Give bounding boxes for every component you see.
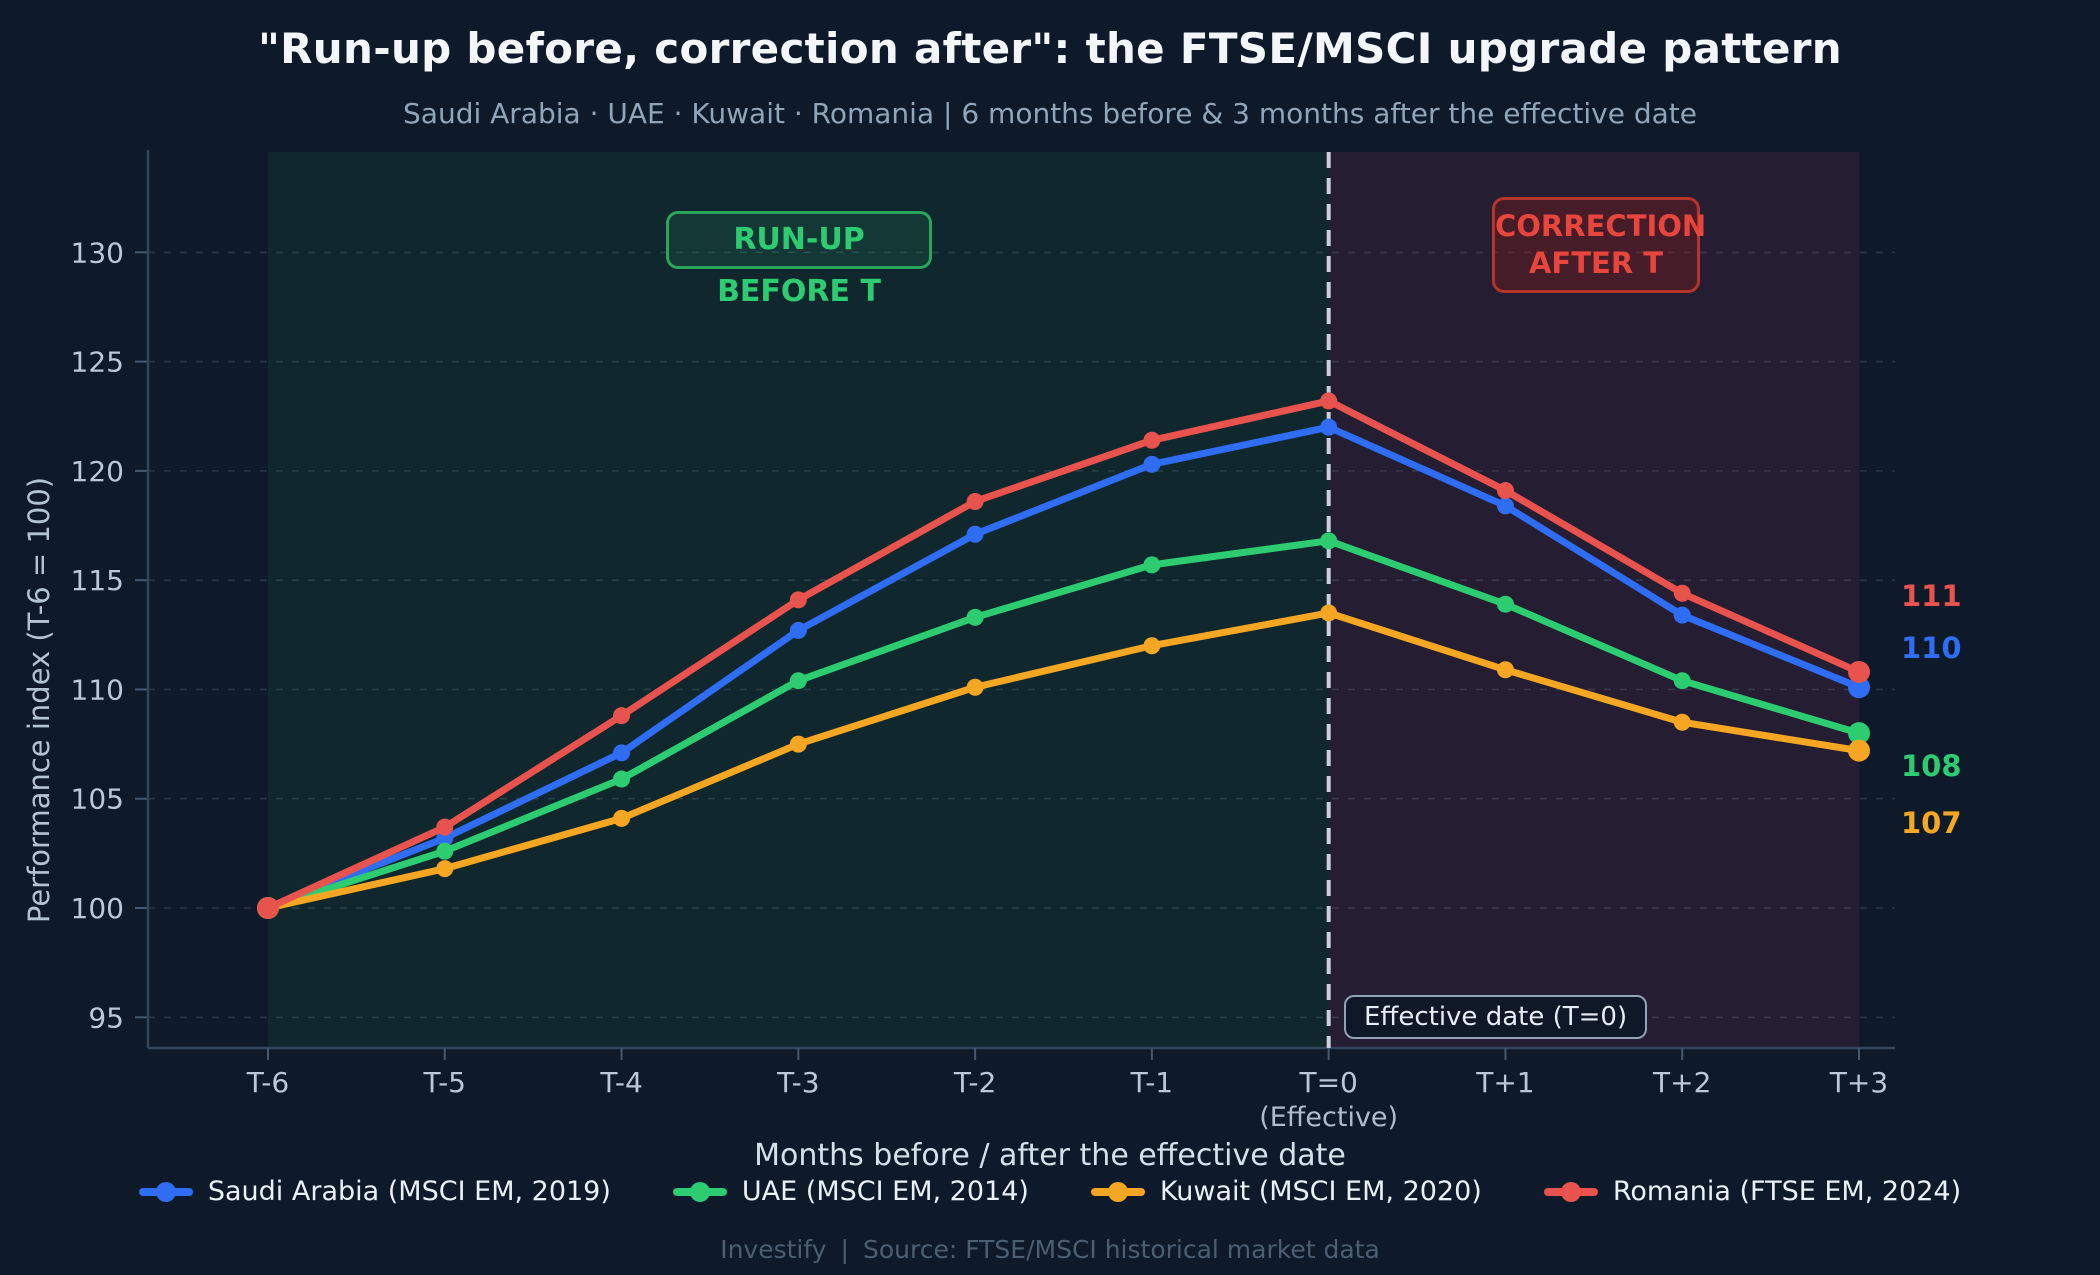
- correction-annotation-box: CORRECTION AFTER T: [1492, 197, 1706, 294]
- runup-annotation-box: RUN-UP BEFORE T: [666, 211, 932, 309]
- source-text: Source: FTSE/MSCI historical market data: [862, 1235, 1380, 1264]
- data-point-uae-T+2: [1673, 672, 1691, 690]
- data-point-romania-T-3: [789, 591, 807, 609]
- x-tick-label: T-5: [423, 1066, 466, 1099]
- y-axis-title: Performance index (T-6 = 100): [22, 476, 57, 924]
- legend-item-kuwait: Kuwait (MSCI EM, 2020): [1090, 1176, 1482, 1207]
- data-point-saudi-arabia-T=0: [1320, 418, 1338, 436]
- data-point-kuwait-T+2: [1673, 713, 1691, 731]
- data-point-saudi-arabia-T+1: [1496, 497, 1514, 515]
- x-tick-label: T+1: [1475, 1066, 1534, 1099]
- series-line-saudi-arabia: [264, 423, 1863, 912]
- data-point-uae-T-1: [1143, 556, 1161, 574]
- end-label-kuwait: 107: [1901, 806, 1962, 840]
- series-line-kuwait: [264, 609, 1863, 912]
- legend-label: Kuwait (MSCI EM, 2020): [1159, 1176, 1482, 1207]
- data-point-saudi-arabia-T+3: [1848, 676, 1870, 699]
- data-point-romania-T-2: [966, 492, 984, 510]
- y-tick-label: 110: [71, 673, 124, 706]
- data-point-romania-T-5: [436, 818, 454, 836]
- x-tick-label: T+3: [1829, 1066, 1888, 1099]
- data-point-romania-T-1: [1143, 431, 1161, 449]
- x-tick-label: T-6: [246, 1066, 289, 1099]
- data-point-kuwait-T-1: [1143, 637, 1161, 655]
- legend-item-romania: Romania (FTSE EM, 2024): [1543, 1176, 1962, 1207]
- end-label-romania: 111: [1901, 579, 1962, 613]
- correction-zone-region: [1328, 152, 1859, 1048]
- x-tick-label: T=0: [1298, 1066, 1357, 1099]
- data-point-kuwait-T+1: [1496, 661, 1514, 679]
- series-line-romania: [264, 397, 1863, 912]
- data-point-saudi-arabia-T-1: [1143, 455, 1161, 473]
- y-tick-label: 125: [71, 346, 124, 379]
- legend-label: UAE (MSCI EM, 2014): [741, 1176, 1029, 1207]
- y-tick-label: 130: [71, 236, 124, 269]
- x-tick-label: T-1: [1130, 1066, 1173, 1099]
- legend-marker-icon: [1543, 1181, 1598, 1202]
- x-tick-label: T-2: [953, 1066, 996, 1099]
- data-point-uae-T+1: [1496, 595, 1514, 613]
- end-label-uae: 108: [1901, 749, 1962, 783]
- x-tick-label: T+2: [1652, 1066, 1711, 1099]
- legend-marker-icon: [672, 1181, 727, 1202]
- y-tick-label: 95: [88, 1001, 124, 1034]
- data-point-romania-T-6: [257, 897, 279, 920]
- brand-name: Investify: [720, 1235, 827, 1264]
- legend-item-uae: UAE (MSCI EM, 2014): [672, 1176, 1029, 1207]
- x-tick-sublabel: (Effective): [1259, 1102, 1398, 1133]
- data-point-uae-T-4: [613, 770, 631, 788]
- data-point-uae-T-3: [789, 672, 807, 690]
- legend-dot-icon: [1107, 1181, 1128, 1202]
- y-tick-label: 120: [71, 455, 124, 488]
- data-point-kuwait-T=0: [1320, 604, 1338, 622]
- x-axis-title: Months before / after the effective date: [754, 1138, 1346, 1173]
- data-point-saudi-arabia-T-2: [966, 525, 984, 543]
- y-tick-label: 105: [71, 783, 124, 816]
- legend-label: Romania (FTSE EM, 2024): [1612, 1176, 1962, 1207]
- source-footer: Investify | Source: FTSE/MSCI historical m…: [0, 1235, 2100, 1264]
- y-tick-label: 115: [71, 564, 124, 597]
- data-point-romania-T=0: [1320, 392, 1338, 410]
- data-point-saudi-arabia-T-3: [789, 621, 807, 639]
- chart-title: "Run-up before, correction after": the F…: [257, 24, 1843, 73]
- data-point-kuwait-T-2: [966, 678, 984, 696]
- chart-legend: Saudi Arabia (MSCI EM, 2019) UAE (MSCI EM…: [0, 1176, 2100, 1207]
- footer-separator: |: [840, 1235, 849, 1264]
- data-point-uae-T+3: [1848, 722, 1870, 745]
- data-point-kuwait-T-4: [613, 809, 631, 827]
- data-point-kuwait-T-5: [436, 860, 454, 878]
- data-point-uae-T-5: [436, 842, 454, 860]
- data-point-kuwait-T-3: [789, 735, 807, 753]
- x-tick-label: T-4: [599, 1066, 642, 1099]
- legend-dot-icon: [155, 1181, 176, 1202]
- legend-dot-icon: [689, 1181, 710, 1202]
- legend-marker-icon: [1090, 1181, 1145, 1202]
- data-point-romania-T-4: [613, 707, 631, 725]
- data-point-uae-T=0: [1320, 532, 1338, 550]
- y-tick-label: 100: [71, 892, 124, 925]
- legend-dot-icon: [1560, 1181, 1581, 1202]
- data-point-romania-T+3: [1848, 660, 1870, 683]
- legend-label: Saudi Arabia (MSCI EM, 2019): [207, 1176, 611, 1207]
- x-tick-label: T-3: [776, 1066, 819, 1099]
- effective-date-label-box: Effective date (T=0): [1344, 995, 1648, 1039]
- data-point-uae-T-2: [966, 608, 984, 626]
- data-point-saudi-arabia-T-4: [613, 744, 631, 762]
- end-label-saudi-arabia: 110: [1901, 631, 1962, 665]
- data-point-romania-T+2: [1673, 584, 1691, 602]
- data-point-kuwait-T+3: [1848, 739, 1870, 762]
- data-point-saudi-arabia-T+2: [1673, 606, 1691, 624]
- legend-marker-icon: [138, 1181, 193, 1202]
- series-line-uae: [264, 537, 1863, 912]
- legend-item-saudi-arabia: Saudi Arabia (MSCI EM, 2019): [138, 1176, 611, 1207]
- chart-subtitle: Saudi Arabia · UAE · Kuwait · Romania | …: [403, 97, 1697, 130]
- data-point-romania-T+1: [1496, 482, 1514, 500]
